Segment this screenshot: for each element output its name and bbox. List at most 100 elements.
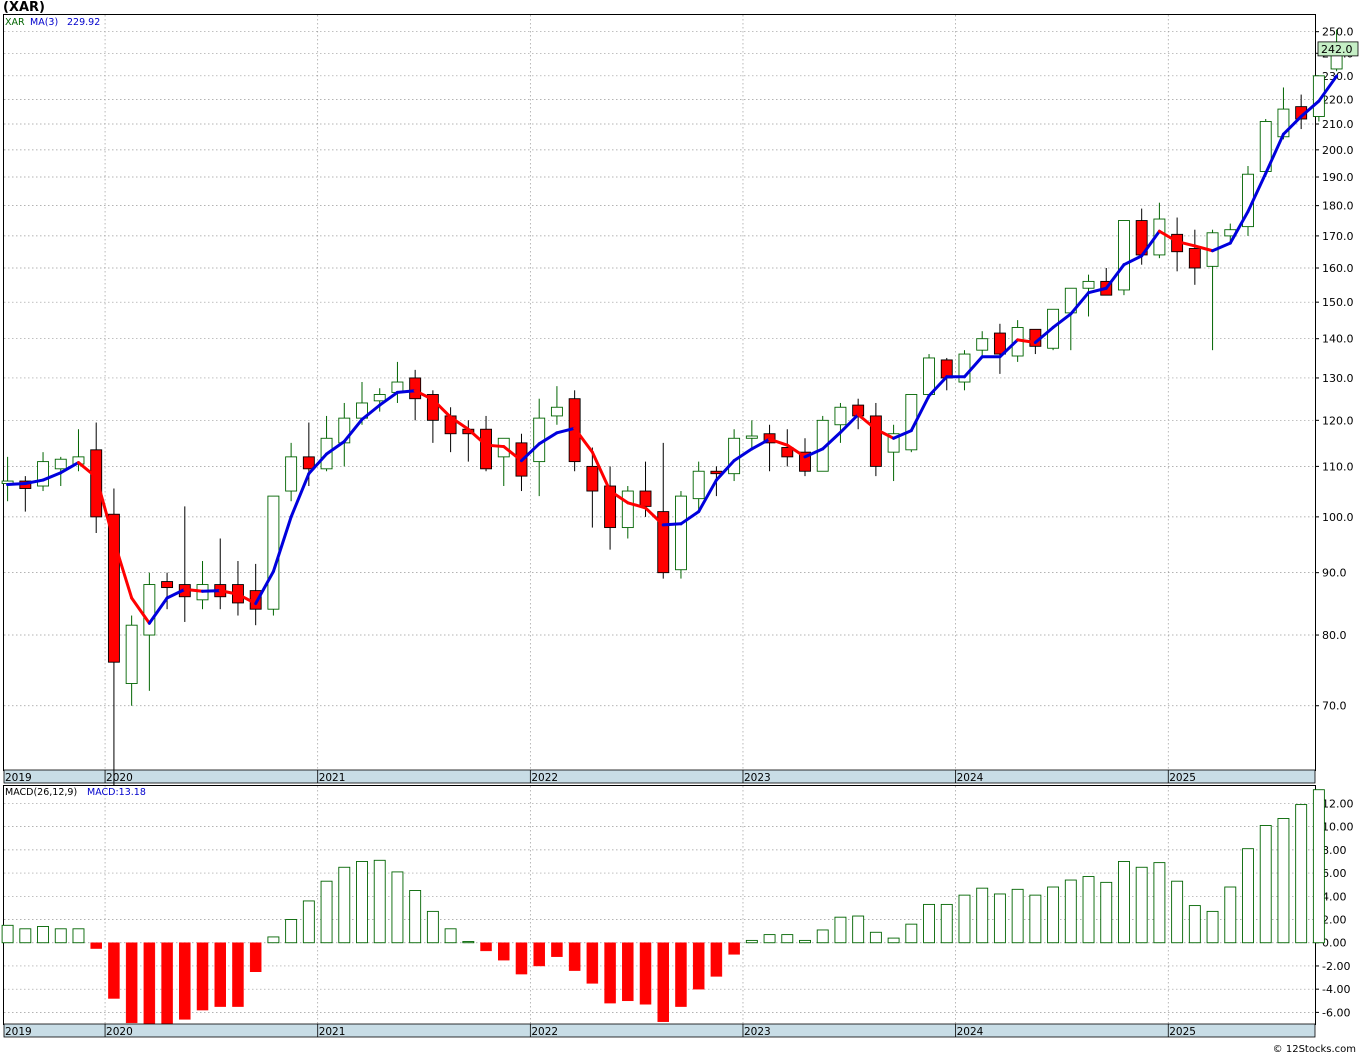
macd-bar-positive xyxy=(373,859,386,944)
candle-up xyxy=(675,495,687,571)
macd-bar-positive xyxy=(391,871,404,944)
price-tick-label: 140.0 xyxy=(1322,333,1354,346)
macd-year-label: 2020 xyxy=(106,1026,133,1038)
macd-bar-positive xyxy=(887,937,900,944)
macd-bar-positive xyxy=(799,939,811,944)
macd-tick-label: -4.00 xyxy=(1322,983,1350,996)
ma3-segment xyxy=(147,596,169,625)
ma3-segment xyxy=(289,472,311,519)
ma3-segment xyxy=(183,587,205,593)
price-tick-label: 250.0 xyxy=(1322,26,1354,39)
macd-bar-positive xyxy=(976,887,989,944)
macd-bar-positive xyxy=(940,903,953,944)
macd-bar-negative xyxy=(710,942,723,977)
ma3-segment xyxy=(76,461,98,479)
ma3-segment xyxy=(1193,244,1215,253)
ma3-segment xyxy=(218,589,240,596)
macd-bar-positive xyxy=(923,903,935,944)
macd-bar-positive xyxy=(285,919,298,944)
ma3-segment xyxy=(378,390,399,407)
macd-bar-positive xyxy=(745,939,758,944)
price-tick-label: 80.0 xyxy=(1322,629,1347,642)
price-tick-label: 190.0 xyxy=(1322,171,1354,184)
price-year-label: 2025 xyxy=(1169,772,1196,784)
ma3-segment xyxy=(1317,74,1339,103)
macd-bar-positive xyxy=(1064,879,1077,944)
price-year-label: 2020 xyxy=(106,772,133,784)
macd-bar-positive xyxy=(1029,894,1042,944)
ma3-segment xyxy=(838,413,860,434)
macd-bar-positive xyxy=(1100,881,1113,944)
macd-bar-negative xyxy=(125,942,138,1024)
price-tick-label: 120.0 xyxy=(1322,414,1354,427)
candle-down xyxy=(604,485,617,529)
macd-tick-label: 12.00 xyxy=(1322,797,1354,810)
macd-bar-positive xyxy=(852,915,865,944)
price-tick-label: 170.0 xyxy=(1322,230,1354,243)
price-year-bar xyxy=(3,769,1316,784)
macd-bar-positive xyxy=(1135,866,1148,944)
candle-up xyxy=(692,470,705,500)
candle-down xyxy=(302,456,315,470)
macd-year-label: 2022 xyxy=(531,1026,558,1038)
macd-bar-positive xyxy=(320,880,333,944)
macd-bar-negative xyxy=(249,942,262,973)
candle-down xyxy=(799,451,811,472)
macd-tick-label: 0.00 xyxy=(1322,937,1347,950)
ma3-segment xyxy=(697,478,718,514)
macd-bar-negative xyxy=(692,942,705,990)
legend-ma-value: 229.92 xyxy=(67,17,100,28)
macd-bar-negative xyxy=(515,942,528,975)
ma3-segment xyxy=(555,426,577,435)
ma3-segment xyxy=(821,430,842,451)
macd-bar-positive xyxy=(338,866,351,944)
macd-bar-negative xyxy=(728,942,740,955)
candle-down xyxy=(409,377,422,400)
ma3-segment xyxy=(927,375,949,398)
macd-bar-positive xyxy=(993,893,1006,944)
price-tick-label: 130.0 xyxy=(1322,372,1354,385)
macd-year-label: 2024 xyxy=(957,1026,984,1038)
macd-bar-negative xyxy=(622,942,634,1002)
candle-down xyxy=(1188,248,1201,269)
ma3-segment xyxy=(59,461,80,475)
macd-year-label: 2025 xyxy=(1169,1026,1196,1038)
candle-up xyxy=(54,458,67,470)
price-panel xyxy=(3,14,1316,771)
ma3-segment xyxy=(856,413,878,431)
legend-macd-value: MACD:13.18 xyxy=(87,787,146,798)
macd-tick-label: 6.00 xyxy=(1322,867,1347,880)
macd-bar-negative xyxy=(214,942,226,1007)
macd-bar-negative xyxy=(498,942,510,961)
macd-bar-positive xyxy=(462,941,475,944)
ma3-segment xyxy=(342,417,364,443)
ma3-segment xyxy=(466,427,488,447)
macd-axis: -6.00 -4.00 -2.00 0.00 2.00 4.00 6.00 8.00 10.00… xyxy=(1315,797,1354,1019)
candle-up xyxy=(1118,220,1130,291)
ma3-segment xyxy=(644,506,665,527)
macd-bar-positive xyxy=(1171,880,1184,944)
candle-down xyxy=(781,447,794,458)
ma3-segment xyxy=(1281,114,1303,136)
legend-symbol: XAR xyxy=(5,17,25,28)
macd-bar-positive xyxy=(302,900,315,944)
macd-bar-positive xyxy=(1277,818,1290,944)
price-gridlines xyxy=(4,15,1315,770)
ma3-segment xyxy=(1016,338,1037,344)
macd-bar-positive xyxy=(72,928,85,944)
macd-year-bar xyxy=(3,1023,1316,1038)
macd-bar-positive xyxy=(1206,910,1219,944)
ma3-segment xyxy=(519,442,541,463)
macd-bar-positive xyxy=(763,934,776,944)
macd-bar-negative xyxy=(533,942,545,967)
macd-bar-positive xyxy=(426,910,439,944)
ma3-segment xyxy=(502,445,523,463)
macd-bar-negative xyxy=(196,942,209,1011)
ma3-segment xyxy=(892,429,913,440)
ma3-segment xyxy=(1140,229,1161,258)
ma3-segment xyxy=(6,482,27,487)
candle-up xyxy=(37,461,49,487)
ma3-segment xyxy=(785,443,807,459)
candle-up xyxy=(745,435,758,439)
